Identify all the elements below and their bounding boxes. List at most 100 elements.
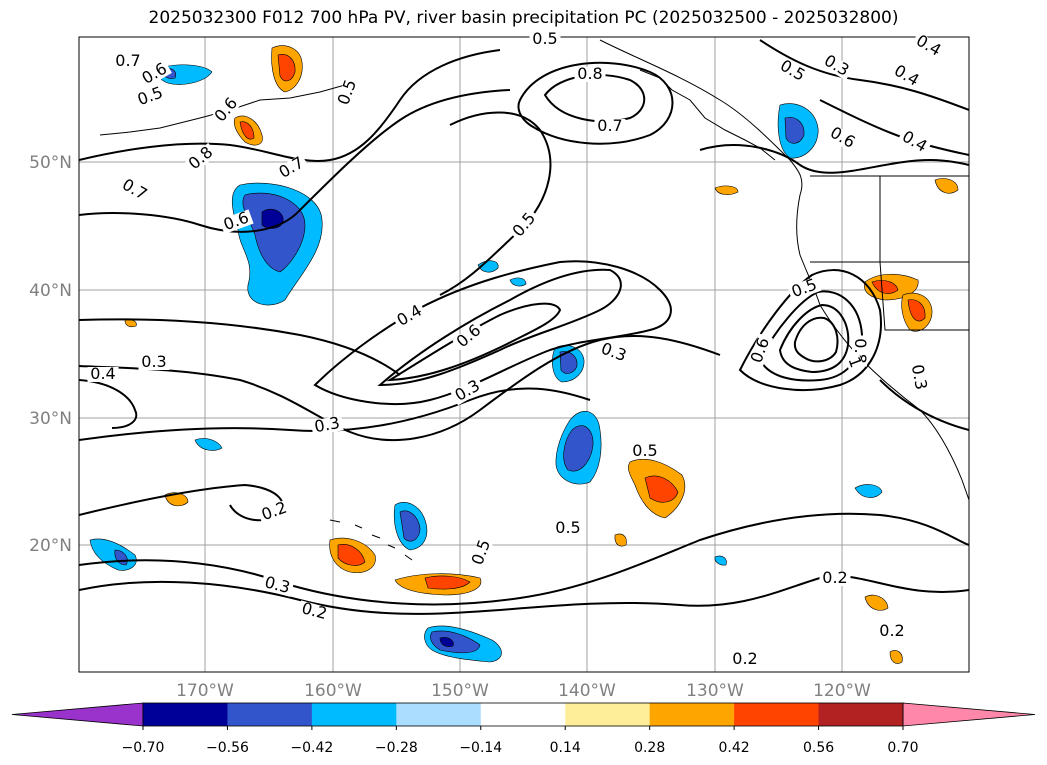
- contour-label-bg: [889, 61, 924, 91]
- colorbar-tick-label: 0.28: [634, 740, 665, 756]
- contour-label-bg: [138, 355, 170, 370]
- contour-label-bg: [897, 127, 932, 157]
- contour-label: 0.5: [532, 29, 557, 48]
- contour-label: 0.3: [141, 352, 166, 371]
- coastline-na-west: [599, 39, 969, 501]
- pv-contour-northeast: [759, 39, 969, 111]
- colorbar-tick-label: −0.70: [122, 740, 165, 756]
- precip-blob: [399, 510, 421, 542]
- pv-contour-southeast: [879, 379, 969, 431]
- colorbar-tick-labels: −0.70 −0.56 −0.42 −0.28 −0.14 0.14 0.28 0.42 0.5…: [122, 726, 919, 756]
- pv-contour-0.4: [79, 318, 401, 429]
- colorbar-segment: [565, 703, 651, 726]
- contour-label: 0.8: [577, 64, 602, 83]
- contour-label-bg: [112, 54, 144, 69]
- colorbar-tick-label: 0.56: [803, 740, 834, 756]
- pv-contour-0.2: [79, 483, 284, 522]
- contour-label-bg: [219, 209, 254, 235]
- precip-blob: [239, 121, 255, 140]
- colorbar-tick-label: 0.14: [550, 740, 581, 756]
- lon-label-160w: 160°W: [304, 681, 362, 701]
- colorbar-tick-label: 0.70: [887, 740, 918, 756]
- colorbar-segment: [734, 703, 820, 726]
- contour-label-bg: [210, 93, 243, 127]
- pv-contour-east: [699, 144, 969, 174]
- pv-contour-layer: [79, 39, 969, 615]
- contour-label-bg: [729, 652, 761, 667]
- precip-blob: [644, 475, 679, 503]
- contour-label: 0.3: [908, 363, 931, 391]
- pv-contour-0.6-north: [79, 89, 511, 233]
- pv-contour-0.3: [79, 512, 969, 606]
- contour-label-bg: [629, 444, 661, 459]
- contour-label-bg: [297, 600, 332, 623]
- contour-label-bg: [775, 56, 810, 86]
- colorbar-tick-label: 0.42: [719, 740, 750, 756]
- contour-label: 0.5: [555, 518, 580, 537]
- map-frame: [78, 36, 970, 673]
- precip-blob: [889, 650, 903, 664]
- contour-label-bg: [787, 276, 822, 302]
- contour-label-bg: [133, 84, 168, 110]
- contour-label-bg: [274, 153, 309, 183]
- precip-blob: [337, 544, 366, 566]
- contour-label-bg: [469, 535, 495, 570]
- pv-contour-0.7-circle: [517, 61, 674, 145]
- contour-label-bg: [335, 75, 361, 110]
- lon-label-170w: 170°W: [176, 681, 234, 701]
- contour-label-bg: [819, 571, 851, 586]
- contour-label-bg: [844, 353, 864, 372]
- lon-label-150w: 150°W: [431, 681, 489, 701]
- precip-blob: [871, 280, 899, 294]
- lat-label-layer: 50°N 40°N 30°N 20°N: [29, 153, 72, 556]
- contour-label-bg: [594, 119, 626, 134]
- contour-label-bg: [257, 499, 292, 525]
- colorbar-tick-label: −0.42: [290, 740, 333, 756]
- precip-blob: [934, 178, 959, 194]
- pv-contour-ridge-west: [738, 269, 882, 391]
- lat-label-40n: 40°N: [29, 281, 72, 301]
- pv-contour-0.4-trough: [313, 260, 672, 405]
- map-title: 2025032300 F012 700 hPa PV, river basin …: [148, 8, 899, 28]
- contour-label-bg: [596, 340, 631, 366]
- precip-blob: [194, 438, 223, 451]
- colorbar-extend-max: [902, 702, 1036, 727]
- contour-label-bg: [452, 320, 486, 353]
- lon-label-layer: 170°W 160°W 150°W 140°W 130°W 120°W: [176, 681, 871, 701]
- colorbar-tick-label: −0.28: [375, 740, 418, 756]
- lat-label-30n: 30°N: [29, 409, 72, 429]
- lon-label-130w: 130°W: [686, 681, 744, 701]
- pv-contour-0.3-band: [79, 387, 591, 441]
- colorbar: [11, 702, 1036, 727]
- precip-blob: [864, 594, 889, 611]
- pv-contour-0.5: [377, 268, 622, 387]
- precip-fill-layer: [89, 45, 959, 664]
- precip-blob: [614, 533, 627, 547]
- colorbar-tick-label: −0.56: [206, 740, 249, 756]
- state-border: [810, 175, 969, 331]
- contour-label-bg: [825, 123, 860, 153]
- lat-label-50n: 50°N: [29, 153, 72, 173]
- pv-contour-0.5-ridge: [439, 111, 552, 296]
- contour-label-bg: [450, 376, 485, 406]
- precip-blob: [854, 484, 883, 498]
- pv-contour-ridge-core: [793, 316, 839, 363]
- precip-blob: [164, 492, 189, 507]
- colorbar-segment: [311, 703, 397, 726]
- colorbar-frame: [142, 702, 904, 727]
- colorbar-segment: [649, 703, 735, 726]
- lat-label-20n: 20°N: [29, 536, 72, 556]
- contour-label: 0.2: [732, 649, 757, 668]
- colorbar-tick-label: −0.14: [459, 740, 502, 756]
- precip-blob: [424, 575, 471, 590]
- contour-label-bg: [529, 32, 561, 47]
- contour-label: 0.7: [597, 116, 622, 135]
- contour-label-bg: [552, 521, 584, 536]
- colorbar-segment: [143, 703, 228, 726]
- contour-label: 0.7: [115, 51, 140, 70]
- contour-label-bg: [908, 360, 929, 394]
- coastline-hawaii: [329, 519, 413, 561]
- precip-blob: [907, 299, 926, 322]
- precip-blob: [784, 117, 805, 144]
